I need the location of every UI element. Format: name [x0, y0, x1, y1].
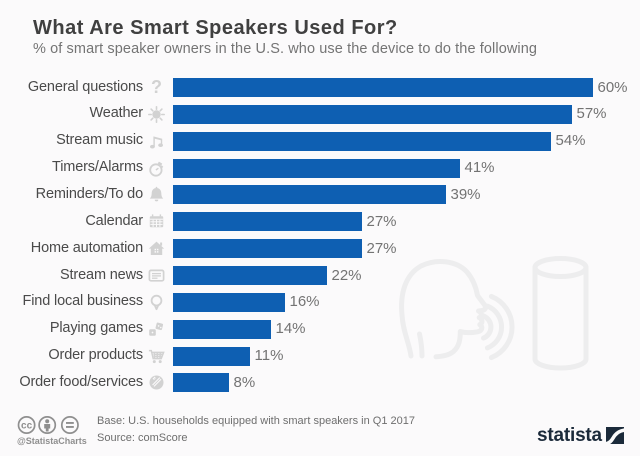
svg-text:?: ? [151, 79, 162, 96]
svg-text:cc: cc [21, 421, 33, 432]
